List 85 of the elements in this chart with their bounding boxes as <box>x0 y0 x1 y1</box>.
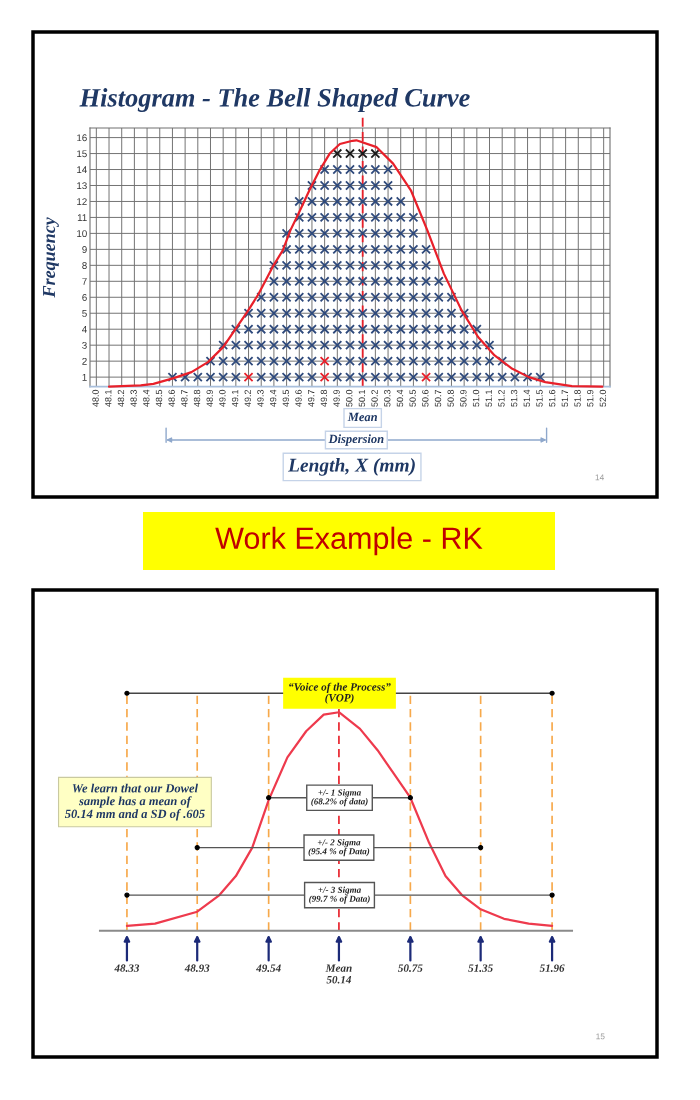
x-tick-label: 51.1 <box>485 389 492 407</box>
x-tick-label: 48.33 <box>114 964 140 972</box>
y-tick-label: 6 <box>82 294 87 301</box>
text: Dispersion <box>328 434 384 446</box>
y-tick-label: 13 <box>77 182 87 190</box>
x-tick-label: 49.5 <box>282 389 290 407</box>
x-tick-label: 50.9 <box>460 389 467 407</box>
x-tick-label: 50.1 <box>358 389 366 407</box>
x-tick-label: 48.6 <box>168 389 175 407</box>
x-tick-label: 48.5 <box>155 389 163 407</box>
y-tick-label: 1 <box>82 373 87 381</box>
y-tick-label: 3 <box>82 341 87 349</box>
y-tick-label: 10 <box>77 230 87 238</box>
x-tick-label: 49.2 <box>244 389 251 407</box>
point <box>243 372 254 383</box>
x-tick-label: 50.2 <box>371 389 378 407</box>
x-tick-label: 51.7 <box>561 389 569 407</box>
point <box>421 372 432 383</box>
point <box>357 148 368 159</box>
x-tick-label: 49.4 <box>269 389 277 407</box>
x-tick-label: 48.8 <box>193 389 201 407</box>
y-tick-label: 11 <box>77 214 87 221</box>
x-tick-label: 50.4 <box>396 389 404 407</box>
point <box>332 148 343 159</box>
x-tick-label: 49.3 <box>257 389 264 407</box>
x-tick-label: 50.8 <box>447 389 454 407</box>
x-tick-label: 51.3 <box>510 389 518 407</box>
x-tick-label: 48.0 <box>92 389 99 407</box>
x-tick-label: 52.0 <box>599 389 607 407</box>
y-tick-label: 4 <box>82 326 87 333</box>
x-tick-label: 48.4 <box>143 389 150 407</box>
x-tick-label: 50.6 <box>422 389 429 407</box>
x-tick-label: 51.6 <box>548 389 556 407</box>
x-tick-label: 48.1 <box>105 389 112 407</box>
x-tick-label: 48.3 <box>130 389 137 407</box>
x-tick-label: 50.0 <box>346 389 353 407</box>
x-tick-label: 50.3 <box>384 389 391 407</box>
series-label: +/- 2 Sigma (95.4 % of Data) <box>308 839 370 857</box>
x-tick-label: 49.6 <box>295 389 302 407</box>
x-tick-label: 49.7 <box>307 389 315 407</box>
x-tick-label: 51.96 <box>539 964 565 972</box>
point <box>319 356 330 367</box>
text: 14 <box>595 474 604 481</box>
x-tick-label: 48.7 <box>181 389 188 407</box>
y-tick-label: 2 <box>82 357 87 365</box>
x-axis-title: Length, X (mm) <box>287 458 415 476</box>
series-label: +/- 3 Sigma (99.7 % of Data) <box>309 886 370 904</box>
y-tick-label: 12 <box>77 198 87 205</box>
x-tick-label: 51.4 <box>523 389 530 407</box>
x-tick-label: 48.2 <box>117 389 125 407</box>
x-tick-label: 49.8 <box>320 389 328 407</box>
x-tick-label: 48.9 <box>206 389 213 407</box>
y-tick-label: 15 <box>77 150 87 158</box>
x-tick-label: 51.35 <box>468 964 493 972</box>
x-tick-label: 49.54 <box>255 964 281 972</box>
x-tick-label: 51.5 <box>536 389 543 407</box>
x-tick-label: 50.7 <box>434 389 442 407</box>
y-tick-label: 9 <box>82 246 87 253</box>
ref-line-label: Mean <box>347 412 377 422</box>
x-tick-label: 51.2 <box>498 389 505 407</box>
x-tick-label: Mean 50.14 <box>325 964 352 984</box>
x-tick-label: 51.8 <box>574 389 581 407</box>
chart-title: Histogram - The Bell Shaped Curve <box>79 88 470 113</box>
point <box>370 148 381 159</box>
x-tick-label: 48.93 <box>184 964 210 972</box>
x-tick-label: 49.0 <box>219 389 226 407</box>
point <box>345 148 355 159</box>
chart-title: Work Example - RK <box>215 526 483 556</box>
x-tick-label: 49.1 <box>231 389 239 407</box>
y-tick-label: 8 <box>82 262 87 269</box>
x-tick-label: 49.9 <box>333 389 340 407</box>
text: 15 <box>596 1033 605 1040</box>
x-tick-label: 50.5 <box>409 389 416 407</box>
y-tick-label: 14 <box>77 166 87 174</box>
series-label: +/- 1 Sigma (68.2% of data) <box>311 789 368 807</box>
series-label: “Voice of the Process” (VOP) <box>289 682 391 704</box>
point <box>319 372 330 383</box>
y-axis-title: Frequency <box>43 217 59 298</box>
x-tick-label: 50.75 <box>398 964 423 972</box>
annotation: We learn that our Dowel sample has a mean of 50.14 mm and a SD of .605 <box>64 783 205 821</box>
y-tick-label: 16 <box>77 134 87 142</box>
x-tick-label: 51.0 <box>472 389 480 407</box>
x-tick-label: 51.9 <box>587 389 594 407</box>
y-tick-label: 5 <box>82 310 87 317</box>
y-tick-label: 7 <box>82 278 87 285</box>
